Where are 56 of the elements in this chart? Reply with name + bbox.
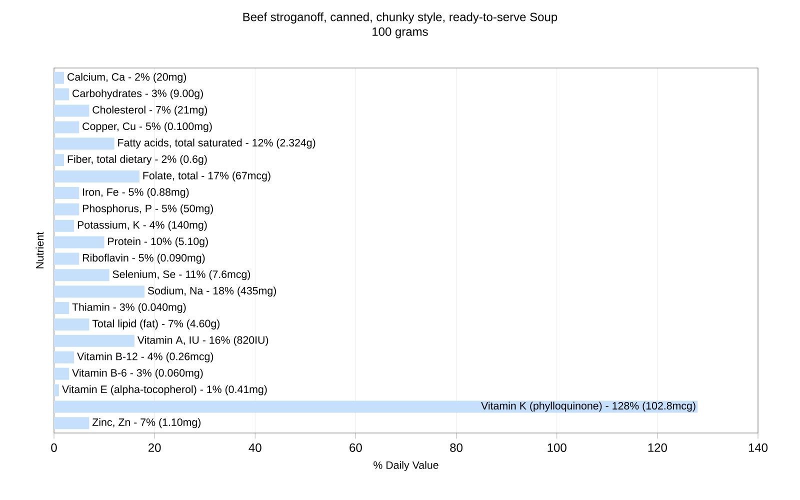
bar [54,236,104,248]
y-tick-label: Potassium, K - 4% (140mg) [78,220,207,231]
y-tick-label: Copper, Cu - 5% (0.100mg) [82,122,212,132]
y-tick-label: Vitamin K (phylloquinone) - 128% (102.8mcg) [481,402,696,412]
y-tick-label: Folate, total - 17% (67mcg) [143,172,270,182]
bar [54,302,70,314]
y-tick-label: Selenium, Se - 11% (7.6mcg) [112,270,250,280]
bar [54,170,140,183]
bar [54,252,80,265]
chart-title: Beef stroganoff, canned, chunky style, ready-to-serve Soup [243,12,558,24]
x-tick-label: 120 [648,443,667,452]
y-tick-label: Vitamin A, IU - 16% (820IU) [137,336,268,346]
bar [54,417,90,430]
bar [54,384,60,396]
bar [54,203,80,216]
bar [54,286,145,298]
x-tick-label: 80 [450,443,462,452]
bar [54,400,698,413]
y-tick-label: Total lipid (fat) - 7% (4.60g) [92,320,220,330]
y-tick-label: Phosphorus, P - 5% (50mg) [82,204,214,214]
y-tick-label: Cholesterol - 7% (21mg) [92,106,208,116]
y-tick-label: Protein - 10% (5.10g) [108,237,208,248]
y-tick-label: Iron, Fe - 5% (0.88mg) [83,188,189,198]
x-tick-label: 140 [748,443,768,452]
y-tick-label: Zinc, Zn - 7% (1.10mg) [92,418,201,428]
x-axis-title: % Daily Value [374,461,438,471]
y-tick-label: Riboflavin - 5% (0.090mg) [82,254,205,264]
y-tick-label: Sodium, Na - 18% (435mg) [148,286,276,297]
y-tick-label: Carbohydrates - 3% (9.00g) [72,89,203,100]
x-tick-label: 40 [248,443,262,452]
y-tick-label: Thiamin - 3% (0.040mg) [72,303,186,314]
bar [54,72,64,84]
bar [54,269,110,282]
y-axis-title: Nutrient [36,232,44,268]
bar [54,154,64,166]
bar [54,318,90,330]
bar [54,220,74,232]
bar [54,186,80,199]
bar [54,334,134,347]
chart-subtitle: 100 grams [372,27,428,38]
x-tick-label: 100 [548,443,566,452]
x-tick-label: 60 [350,443,362,452]
bar [54,138,114,150]
y-tick-label: Calcium, Ca - 2% (20mg) [68,72,186,83]
y-tick-label: Fatty acids, total saturated - 12% (2.324g) [118,138,316,149]
y-tick-label: Vitamin E (alpha-tocopherol) - 1% (0.41mg) [62,385,267,396]
bar [54,121,80,134]
y-tick-label: Vitamin B-6 - 3% (0.060mg) [72,368,203,379]
bar [54,104,90,117]
bar [54,368,70,380]
x-tick-label: 0 [51,443,57,452]
y-tick-label: Fiber, total dietary - 2% (0.6g) [68,155,207,166]
x-tick-label: 20 [148,443,161,452]
bar [54,351,74,364]
bar [54,88,70,100]
y-tick-label: Vitamin B-12 - 4% (0.26mcg) [77,352,214,362]
